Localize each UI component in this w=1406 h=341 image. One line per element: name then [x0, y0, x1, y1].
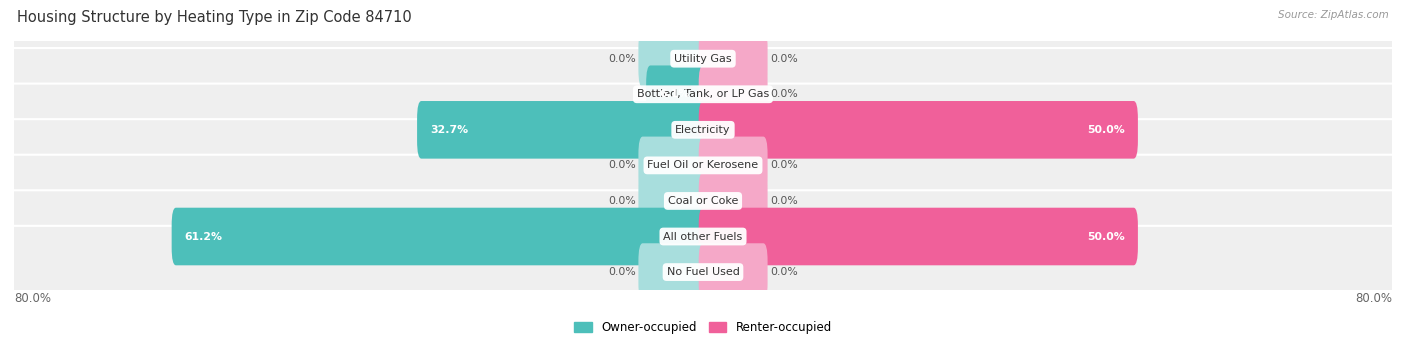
FancyBboxPatch shape — [7, 119, 1399, 212]
Text: No Fuel Used: No Fuel Used — [666, 267, 740, 277]
Text: 6.1%: 6.1% — [659, 89, 689, 99]
Text: Bottled, Tank, or LP Gas: Bottled, Tank, or LP Gas — [637, 89, 769, 99]
FancyBboxPatch shape — [7, 190, 1399, 283]
FancyBboxPatch shape — [638, 243, 707, 301]
FancyBboxPatch shape — [699, 137, 768, 194]
Text: Source: ZipAtlas.com: Source: ZipAtlas.com — [1278, 10, 1389, 20]
FancyBboxPatch shape — [7, 155, 1399, 247]
FancyBboxPatch shape — [699, 208, 1137, 265]
Text: Housing Structure by Heating Type in Zip Code 84710: Housing Structure by Heating Type in Zip… — [17, 10, 412, 25]
FancyBboxPatch shape — [699, 30, 768, 88]
FancyBboxPatch shape — [172, 208, 707, 265]
Text: 0.0%: 0.0% — [770, 89, 799, 99]
Text: Utility Gas: Utility Gas — [675, 54, 731, 64]
Text: 50.0%: 50.0% — [1087, 232, 1125, 241]
FancyBboxPatch shape — [638, 137, 707, 194]
Text: Fuel Oil or Kerosene: Fuel Oil or Kerosene — [647, 160, 759, 170]
FancyBboxPatch shape — [418, 101, 707, 159]
Text: Electricity: Electricity — [675, 125, 731, 135]
Text: All other Fuels: All other Fuels — [664, 232, 742, 241]
Text: Coal or Coke: Coal or Coke — [668, 196, 738, 206]
Text: 50.0%: 50.0% — [1087, 125, 1125, 135]
FancyBboxPatch shape — [7, 226, 1399, 318]
Text: 80.0%: 80.0% — [14, 292, 51, 305]
Text: 0.0%: 0.0% — [770, 196, 799, 206]
FancyBboxPatch shape — [699, 172, 768, 230]
Text: 61.2%: 61.2% — [184, 232, 222, 241]
Legend: Owner-occupied, Renter-occupied: Owner-occupied, Renter-occupied — [569, 316, 837, 339]
Text: 0.0%: 0.0% — [607, 54, 636, 64]
FancyBboxPatch shape — [7, 13, 1399, 105]
Text: 0.0%: 0.0% — [607, 160, 636, 170]
FancyBboxPatch shape — [699, 243, 768, 301]
Text: 0.0%: 0.0% — [770, 267, 799, 277]
Text: 0.0%: 0.0% — [770, 54, 799, 64]
Text: 0.0%: 0.0% — [607, 267, 636, 277]
Text: 0.0%: 0.0% — [607, 196, 636, 206]
Text: 0.0%: 0.0% — [770, 160, 799, 170]
FancyBboxPatch shape — [638, 172, 707, 230]
Text: 80.0%: 80.0% — [1355, 292, 1392, 305]
FancyBboxPatch shape — [699, 101, 1137, 159]
FancyBboxPatch shape — [7, 84, 1399, 176]
FancyBboxPatch shape — [699, 65, 768, 123]
FancyBboxPatch shape — [638, 30, 707, 88]
FancyBboxPatch shape — [7, 48, 1399, 140]
Text: 32.7%: 32.7% — [430, 125, 468, 135]
FancyBboxPatch shape — [647, 65, 707, 123]
